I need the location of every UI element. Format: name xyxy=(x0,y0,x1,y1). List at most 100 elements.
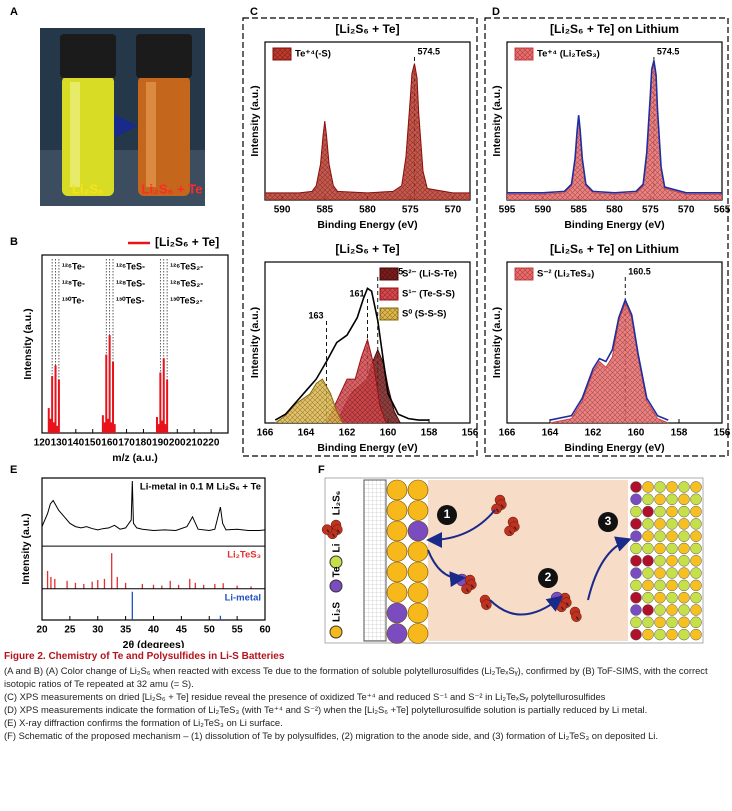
deposit-particle xyxy=(678,518,690,530)
panel-box xyxy=(242,17,478,457)
legend-swatch-hatch xyxy=(273,48,291,60)
deposit-particle xyxy=(642,567,654,579)
anode-particle xyxy=(407,500,429,521)
anode-particle xyxy=(386,561,408,583)
deposit-particle xyxy=(678,555,690,567)
deposit-particle xyxy=(690,555,702,567)
x-tick-label: 575 xyxy=(402,205,419,216)
deposit-particle xyxy=(642,493,654,506)
x-tick-label: 570 xyxy=(445,205,462,216)
li-atom xyxy=(329,555,343,569)
deposit-particle xyxy=(630,481,642,493)
panel-box xyxy=(484,17,729,457)
deposit-particle xyxy=(642,481,654,493)
x-tick-label: 40 xyxy=(148,625,160,636)
line xyxy=(41,480,266,532)
legend-label: Te⁺⁴ (Li₂TeS₃) xyxy=(537,49,600,60)
deposit-particle xyxy=(654,567,666,579)
annotation: ¹³⁰Te- xyxy=(62,295,84,305)
x-tick-label: 35 xyxy=(120,625,132,636)
line xyxy=(274,378,344,424)
deposit-particle xyxy=(654,518,666,530)
deposit-particle xyxy=(642,616,654,629)
anode-particle xyxy=(386,602,408,624)
legend-label: S⁰ (S-S-S) xyxy=(402,309,446,320)
deposit-particle xyxy=(630,530,642,542)
deposit-particle xyxy=(678,579,690,592)
deposit-particle xyxy=(642,505,654,518)
caption-text: (C) XPS measurements on dried [Li₂S₆ + T… xyxy=(4,691,606,702)
deposit-particle xyxy=(690,616,702,629)
x-tick-label: 170 xyxy=(118,438,135,449)
deposit-particle xyxy=(666,493,678,506)
x-tick-label: 162 xyxy=(339,428,356,439)
deposit-particle xyxy=(630,567,642,579)
anode-particle xyxy=(407,582,429,603)
deposit-particle xyxy=(654,542,666,555)
step-label: 3 xyxy=(605,514,612,528)
photo: Li₂S₆ Li₂S₆ + Te xyxy=(40,28,205,206)
vial-cap xyxy=(136,34,192,78)
te-atom xyxy=(329,579,343,593)
deposit-particle xyxy=(654,530,666,542)
schematic-legend: Te xyxy=(332,566,343,577)
x-tick-label: 156 xyxy=(714,428,731,439)
deposit-particle xyxy=(630,628,642,641)
deposit-particle xyxy=(642,604,654,616)
deposit-particle xyxy=(690,481,702,493)
deposit-particle xyxy=(678,591,690,604)
deposit-particle xyxy=(642,518,654,530)
caption-text: (D) XPS measurements indicate the format… xyxy=(4,704,648,715)
deposit-particle xyxy=(666,604,678,616)
x-tick-label: 50 xyxy=(204,625,216,636)
y-axis-label: Intensity (a.u.) xyxy=(22,308,34,379)
chart-title: [Li₂S₆ + Te] on Lithium xyxy=(550,242,679,256)
x-tick-label: 158 xyxy=(671,428,688,439)
deposit-particle xyxy=(690,493,702,506)
chart-title: [Li₂S₆ + Te] on Lithium xyxy=(550,22,679,36)
line xyxy=(507,60,722,194)
deposit-particle xyxy=(678,628,690,641)
annotation: 161 xyxy=(349,288,364,298)
x-tick-label: 220 xyxy=(203,438,220,449)
anode-particle xyxy=(407,541,429,562)
deposit-particle xyxy=(642,530,654,542)
x-tick-label: 210 xyxy=(186,438,203,449)
x-tick-label: 150 xyxy=(84,438,101,449)
panel-label: D xyxy=(492,6,500,18)
annotation: ¹²⁶TeS- xyxy=(116,261,145,271)
bond xyxy=(495,508,499,513)
panel-label: C xyxy=(250,6,258,18)
deposit-particle xyxy=(690,604,702,616)
y-axis-label: Intensity (a.u.) xyxy=(249,85,261,156)
annotation: 574.5 xyxy=(417,46,440,56)
deposit-particle xyxy=(666,579,678,592)
deposit-particle xyxy=(630,493,642,506)
deposit-particle xyxy=(642,555,654,567)
caption-text: (E) X-ray diffraction confirms the forma… xyxy=(4,717,283,728)
line xyxy=(265,63,470,194)
caption-text: (F) Schematic of the proposed mechanism … xyxy=(4,730,658,741)
deposit-particle xyxy=(654,616,666,629)
deposit-particle xyxy=(666,628,678,641)
x-tick-label: 190 xyxy=(152,438,169,449)
deposit-particle xyxy=(654,591,666,604)
plot-frame xyxy=(41,254,229,434)
deposit-particle xyxy=(654,493,666,506)
y-axis-label: Intensity (a.u.) xyxy=(491,307,503,378)
x-axis-label: Binding Energy (eV) xyxy=(564,219,664,231)
anode-particle xyxy=(386,500,408,521)
step-marker xyxy=(437,505,457,525)
deposit-particle xyxy=(678,505,690,518)
bond xyxy=(565,602,569,607)
line xyxy=(274,287,429,421)
deposit-particle xyxy=(654,505,666,518)
annotation: ¹²⁸TeS- xyxy=(116,278,145,288)
x-tick-label: 590 xyxy=(274,205,291,216)
x-axis-label: Binding Energy (eV) xyxy=(317,219,417,231)
anode-particle xyxy=(407,520,429,542)
deposit-particle xyxy=(630,591,642,604)
anode-particle xyxy=(386,541,408,562)
legend-swatch-hatch xyxy=(515,48,533,60)
line xyxy=(549,297,669,421)
